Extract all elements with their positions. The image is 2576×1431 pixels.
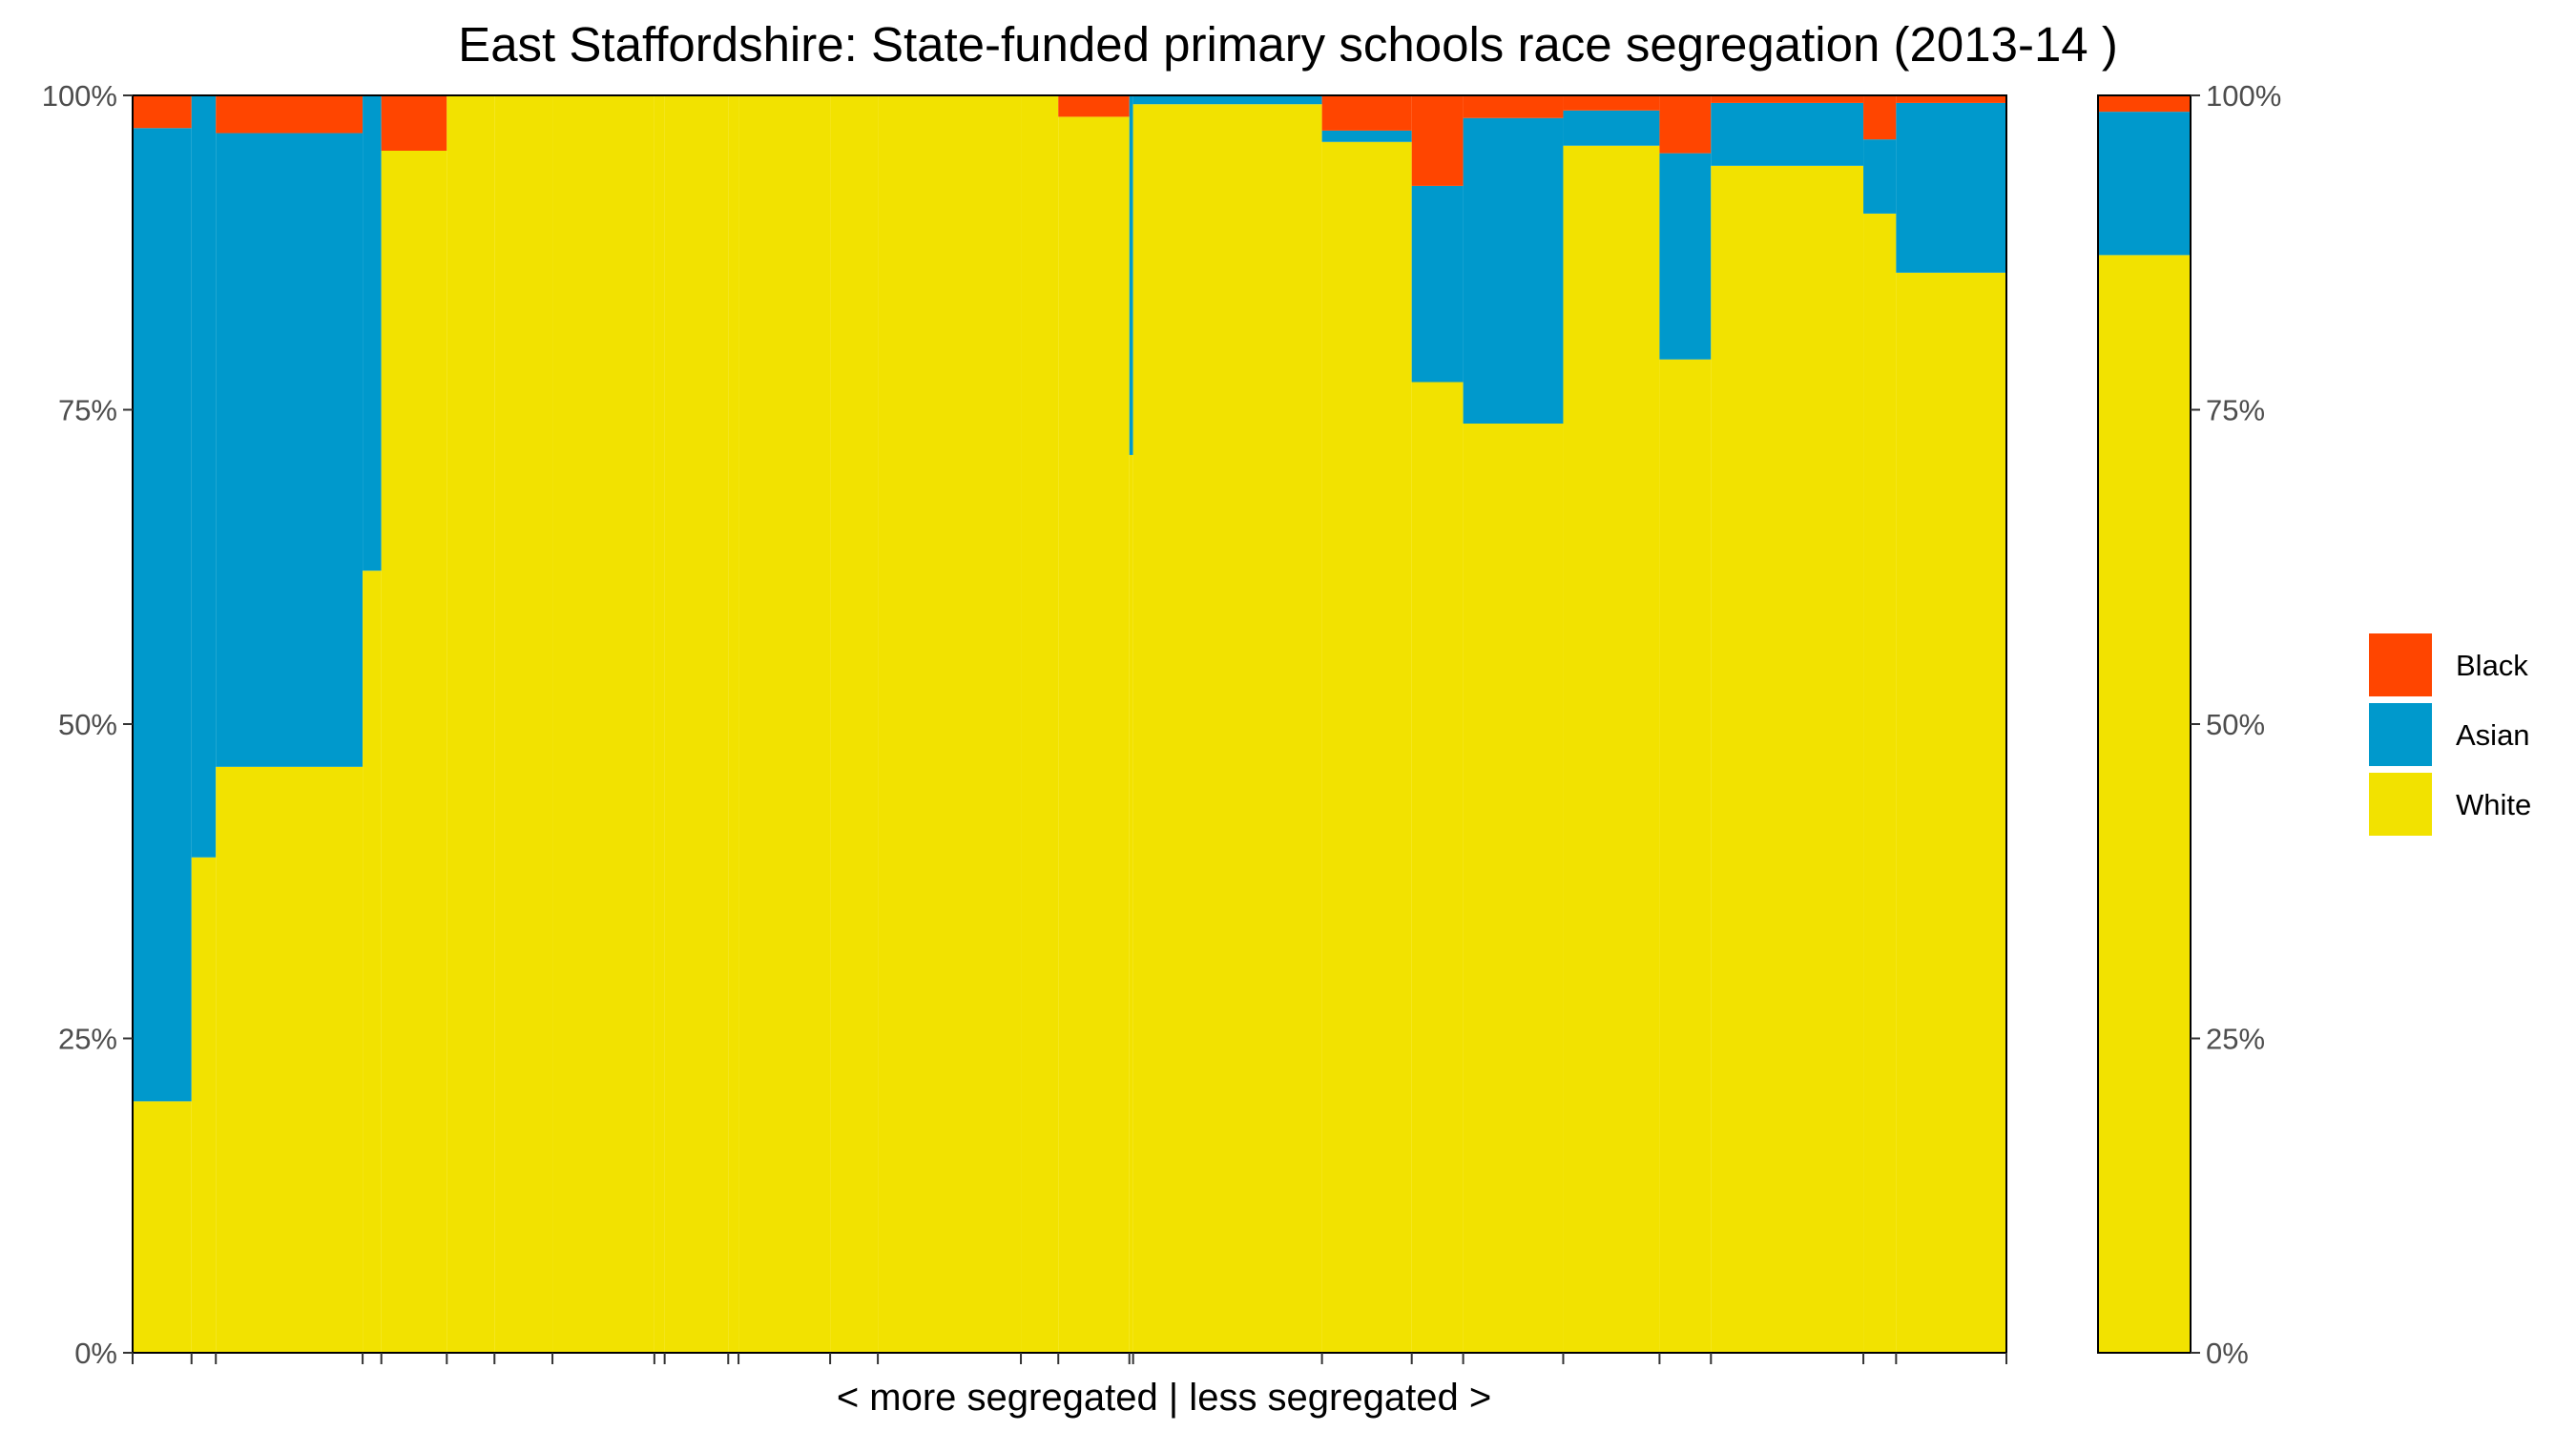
bars-layer xyxy=(133,95,2191,1354)
school-bar-16-black xyxy=(1058,95,1130,117)
x-axis-label: < more segregated | less segregated > xyxy=(837,1377,1491,1419)
school-bar-17-asian xyxy=(1129,95,1133,455)
school-bar-5-white xyxy=(381,150,447,1354)
school-bar-14-white xyxy=(878,95,1022,1353)
legend: Black Asian White xyxy=(2369,633,2531,836)
school-bar-15-white xyxy=(1021,95,1059,1353)
school-bar-16-white xyxy=(1058,116,1130,1353)
school-bar-19-black xyxy=(1321,95,1412,131)
school-bar-10-white xyxy=(664,95,729,1353)
school-bar-7-white xyxy=(494,95,553,1353)
school-bar-26-asian xyxy=(1896,102,2006,273)
school-bar-26-black xyxy=(1896,95,2006,103)
school-bar-23-black xyxy=(1659,95,1712,154)
school-bar-3-white xyxy=(216,766,364,1353)
y-tick-label-right: 100% xyxy=(2206,79,2281,113)
y-tick-label-right: 25% xyxy=(2206,1023,2265,1056)
school-bar-25-black xyxy=(1863,95,1897,140)
legend-label-asian: Asian xyxy=(2456,718,2530,752)
school-bar-19-white xyxy=(1321,141,1412,1354)
school-bar-4-asian xyxy=(363,95,382,571)
school-bar-17-white xyxy=(1129,454,1133,1353)
y-tick-label-left: 25% xyxy=(58,1023,117,1056)
school-bar-4-white xyxy=(363,570,382,1353)
y-tick-label-left: 100% xyxy=(42,79,117,113)
school-bar-18-asian xyxy=(1132,95,1322,105)
axes-layer: 0% 0% 25% 25% 50% 50% 75% 75% 100% 100% xyxy=(42,79,2282,1370)
legend-label-black: Black xyxy=(2456,649,2528,682)
school-bar-24-black xyxy=(1711,95,1864,103)
school-bar-22-white xyxy=(1563,145,1660,1354)
school-bar-11-white xyxy=(728,95,739,1353)
school-bar-24-white xyxy=(1711,165,1864,1354)
school-bar-1-white xyxy=(133,1101,192,1353)
legend-swatch-white xyxy=(2369,773,2432,836)
school-bar-25-white xyxy=(1863,213,1897,1354)
school-bar-3-black xyxy=(216,95,364,134)
summary-bar-black xyxy=(2098,95,2191,113)
school-bar-9-white xyxy=(654,95,665,1353)
y-tick-label-left: 50% xyxy=(58,708,117,741)
school-bar-18-white xyxy=(1132,104,1322,1354)
chart-title: East Staffordshire: State-funded primary… xyxy=(458,17,2118,72)
school-bar-21-asian xyxy=(1463,117,1564,424)
legend-swatch-black xyxy=(2369,633,2432,696)
y-tick-label-left: 75% xyxy=(58,394,117,427)
y-tick-label-right: 0% xyxy=(2206,1337,2249,1370)
school-bar-20-black xyxy=(1411,95,1464,186)
legend-swatch-asian xyxy=(2369,703,2432,766)
y-tick-label-left: 0% xyxy=(74,1337,117,1370)
legend-label-white: White xyxy=(2456,788,2531,821)
school-bar-2-white xyxy=(191,857,217,1353)
school-bar-24-asian xyxy=(1711,102,1864,166)
school-bar-8-white xyxy=(552,95,654,1353)
school-bar-23-white xyxy=(1659,359,1712,1353)
school-bar-6-white xyxy=(447,95,495,1353)
school-bar-23-asian xyxy=(1659,153,1712,360)
school-bar-5-black xyxy=(381,95,447,151)
school-bar-22-black xyxy=(1563,95,1660,111)
y-tick-label-right: 75% xyxy=(2206,394,2265,427)
school-bar-25-asian xyxy=(1863,139,1897,214)
school-bar-20-asian xyxy=(1411,185,1464,383)
school-bar-26-white xyxy=(1896,272,2006,1353)
summary-bar-white xyxy=(2098,255,2191,1353)
school-bar-20-white xyxy=(1411,382,1464,1353)
school-bar-21-white xyxy=(1463,423,1564,1353)
y-tick-label-right: 50% xyxy=(2206,708,2265,741)
summary-bar-asian xyxy=(2098,112,2191,256)
school-bar-1-black xyxy=(133,95,192,129)
school-bar-13-white xyxy=(830,95,879,1353)
school-bar-21-black xyxy=(1463,95,1564,118)
school-bar-3-asian xyxy=(216,133,364,767)
school-bar-12-white xyxy=(738,95,831,1353)
school-bar-2-asian xyxy=(191,95,217,858)
school-bar-19-asian xyxy=(1321,130,1412,142)
school-bar-1-asian xyxy=(133,128,192,1102)
school-bar-22-asian xyxy=(1563,110,1660,146)
